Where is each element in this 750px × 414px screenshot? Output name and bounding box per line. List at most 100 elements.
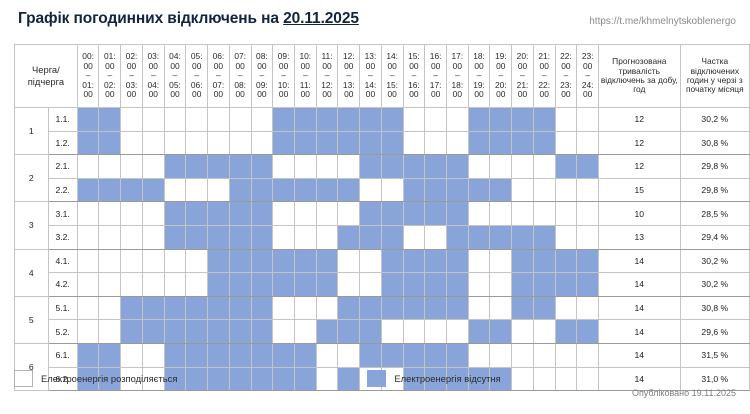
schedule-cell-51-h1 [98,295,122,321]
schedule-cell-32-h1 [98,224,122,250]
schedule-cell-42-h14 [380,272,404,297]
schedule-cell-12-h16 [424,130,447,156]
header-hour-10: 10: 00–11: 00 [293,44,317,108]
hour-dash-3: – [150,70,156,81]
header-hour-2: 02: 00–03: 00 [120,44,143,108]
schedule-cell-32-h7 [228,224,252,250]
schedule-cell-21-h20 [511,154,534,179]
hour-end-13: 14: [364,79,377,90]
schedule-cell-41-h16 [424,248,447,274]
legend-label-outage: Електроенергія відсутня [394,373,501,384]
schedule-cell-51-h4 [163,295,187,321]
schedule-cell-22-h1 [98,177,122,203]
schedule-cell-62-h5 [185,366,209,392]
legend-swatch-supplied [14,370,33,387]
share-value-61: 31,5 % [679,342,750,368]
hour-dash-8: – [259,70,265,81]
duration-value-52: 14 [598,319,681,344]
schedule-cell-41-h8 [250,248,274,274]
schedule-cell-22-h4 [163,177,187,203]
hour-dash-17: – [455,70,460,81]
schedule-cell-52-h22 [554,319,578,344]
hour-dash-4: – [172,70,178,81]
hour-end-2: 03: [125,79,138,90]
schedule-cell-52-h19 [489,319,513,344]
schedule-cell-31-h22 [554,201,578,226]
duration-value-42: 14 [598,272,681,297]
schedule-cell-62-h6 [207,366,230,392]
hour-dash-22: – [563,70,569,81]
schedule-cell-32-h0 [76,224,100,250]
queue-number-1: 1 [14,106,49,156]
schedule-cell-51-h15 [402,295,426,321]
schedule-cell-11-h14 [380,107,404,132]
schedule-cell-22-h8 [250,177,274,203]
hour-start-min-5: 00 [192,60,202,71]
schedule-cell-61-h21 [532,342,556,368]
schedule-cell-31-h14 [380,201,404,226]
schedule-cell-21-h0 [76,154,100,179]
schedule-cell-61-h9 [272,342,295,368]
header-hour-7: 07: 00–08: 00 [228,44,252,108]
schedule-cell-42-h15 [402,272,426,297]
subqueue-label-21: 2.1. [47,154,78,179]
schedule-cell-32-h16 [424,224,447,250]
hour-end-min-16: 00 [430,89,441,100]
schedule-cell-42-h12 [337,272,361,297]
schedule-cell-12-h8 [250,130,274,156]
schedule-cell-32-h11 [315,224,339,250]
hour-start-14: 14: [386,51,399,62]
schedule-cell-41-h9 [272,248,295,274]
schedule-cell-52-h20 [511,319,534,344]
schedule-cell-12-h5 [185,130,209,156]
schedule-cell-22-h7 [228,177,252,203]
schedule-cell-51-h21 [532,295,556,321]
hour-end-9: 10: [277,79,290,90]
schedule-cell-32-h4 [163,224,187,250]
schedule-cell-62-h10 [293,366,317,392]
hour-end-1: 02: [104,79,116,90]
header-hour-16: 16: 00–17: 00 [424,44,447,108]
hour-start-11: 11: [321,51,333,62]
hour-dash-13: – [368,70,373,81]
header-hour-14: 14: 00–15: 00 [380,44,404,108]
hour-dash-0: – [85,70,91,81]
schedule-cell-61-h16 [424,342,447,368]
schedule-cell-62-h7 [228,366,252,392]
schedule-cell-32-h6 [207,224,230,250]
schedule-cell-52-h11 [315,319,339,344]
schedule-cell-41-h18 [467,248,491,274]
schedule-cell-21-h9 [272,154,295,179]
schedule-cell-32-h10 [293,224,317,250]
schedule-cell-41-h5 [185,248,209,274]
schedule-cell-41-h12 [337,248,361,274]
share-value-31: 28,5 % [679,201,750,226]
schedule-cell-62-h19 [489,366,513,392]
header-hour-0: 00: 00–01: 00 [76,44,100,108]
header-share: Частка відключених годин у черзі з почат… [679,44,750,108]
hour-start-5: 05: [190,51,203,62]
share-value-41: 30,2 % [679,248,750,274]
schedule-cell-41-h22 [554,248,578,274]
schedule-cell-22-h23 [576,177,600,203]
telegram-link[interactable]: https://t.me/khmelnytskoblenergo [589,16,736,27]
schedule-cell-61-h7 [228,342,252,368]
schedule-cell-62-h20 [511,366,534,392]
schedule-cell-32-h9 [272,224,295,250]
schedule-cell-31-h17 [445,201,469,226]
schedule-cell-41-h14 [380,248,404,274]
published-date: Опубліковано 19.11.2025 [631,388,736,398]
schedule-cell-31-h12 [337,201,361,226]
schedule-cell-12-h9 [272,130,295,156]
schedule-cell-21-h14 [380,154,404,179]
hour-end-min-12: 00 [344,89,354,100]
schedule-cell-62-h11 [315,366,339,392]
hour-end-min-23: 00 [582,89,593,100]
subqueue-label-31: 3.1. [47,201,78,226]
hour-start-4: 04: [169,51,181,62]
duration-value-41: 14 [598,248,681,274]
schedule-cell-42-h18 [467,272,491,297]
schedule-cell-61-h15 [402,342,426,368]
share-value-42: 30,2 % [679,272,750,297]
hour-start-min-17: 00 [452,60,462,71]
